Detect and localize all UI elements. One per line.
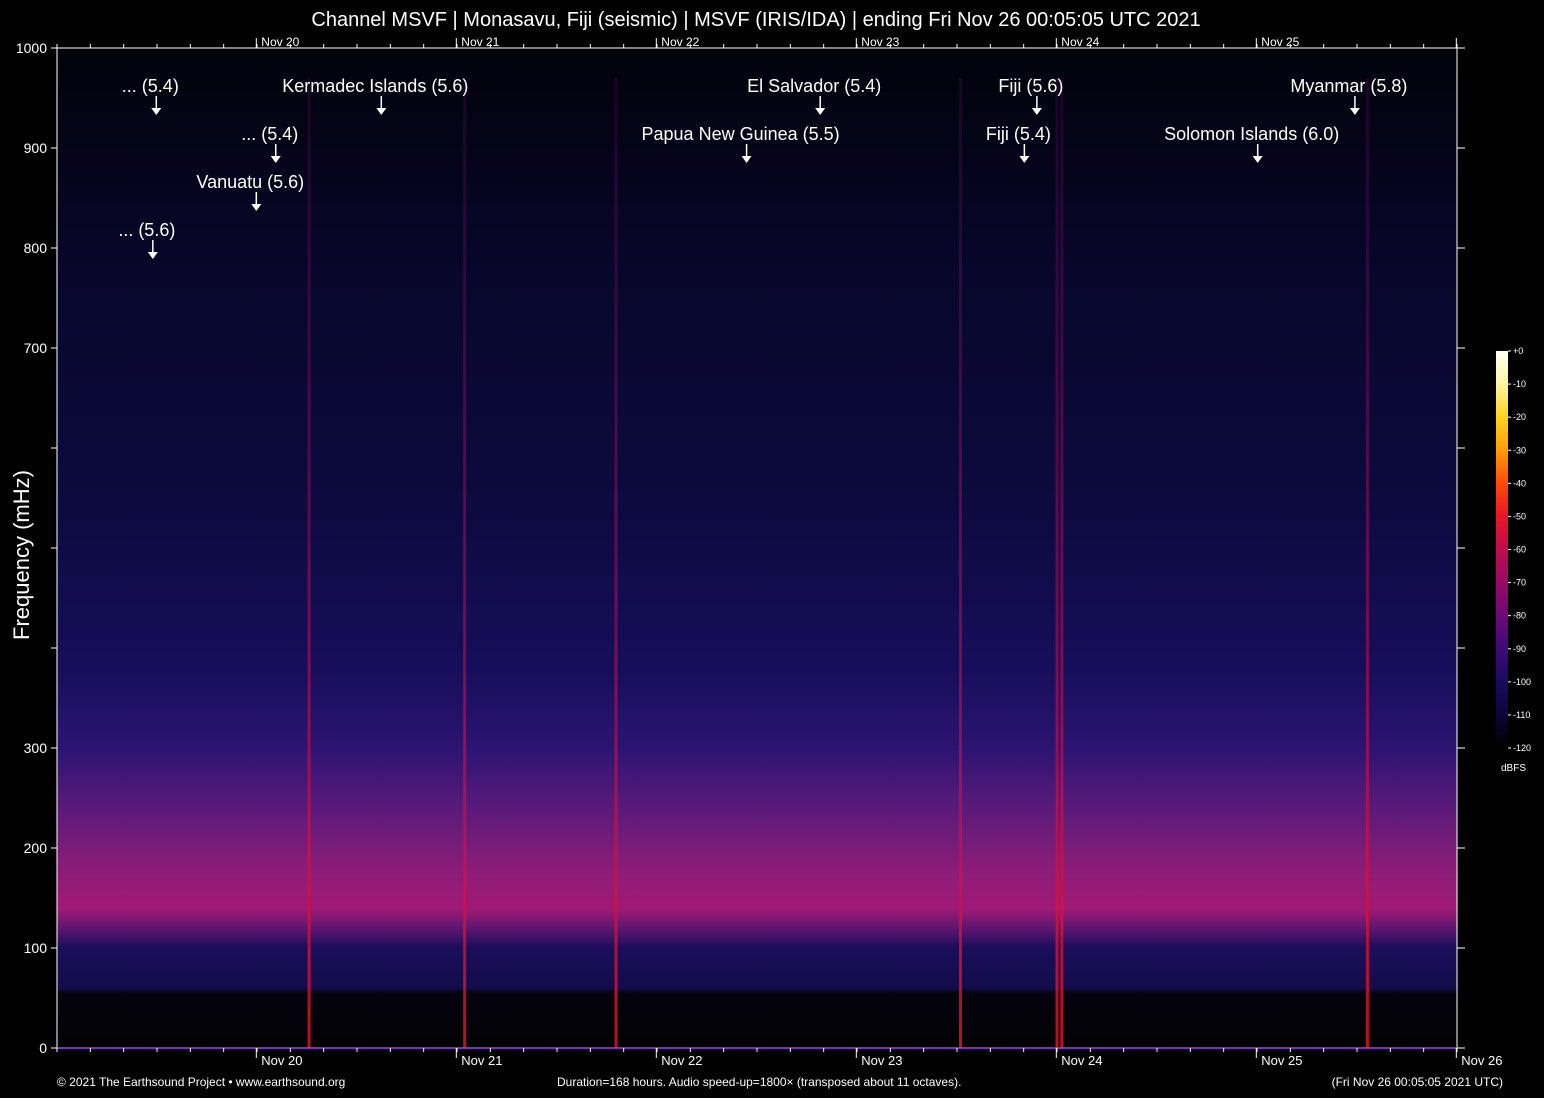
colorbar-tick-label: -60: [1513, 545, 1526, 555]
x-tick-label-bottom: Nov 24: [1061, 1053, 1102, 1068]
y-tick-label: 700: [24, 340, 48, 356]
event-annotation: Kermadec Islands (5.6): [282, 76, 468, 115]
event-annotation: Fiji (5.4): [986, 124, 1051, 163]
chart-title: Channel MSVF | Monasavu, Fiji (seismic) …: [311, 9, 1201, 31]
colorbar-unit: dBFS: [1501, 763, 1526, 774]
footer-duration: Duration=168 hours. Audio speed-up=1800×…: [557, 1075, 962, 1089]
colorbar-tick-label: -50: [1513, 511, 1526, 521]
event-annotations: ... (5.4) ... (5.6) Vanuatu (5.6) ... (5.4)…: [118, 76, 1407, 259]
event-arrow-head: [1252, 156, 1263, 163]
x-tick-label-bottom: Nov 22: [661, 1053, 702, 1068]
x-tick-label-bottom: Nov 20: [261, 1053, 302, 1068]
y-tick-label: 100: [24, 940, 48, 956]
y-tick-label: 200: [24, 840, 48, 856]
event-label: Fiji (5.6): [998, 76, 1063, 96]
event-arrow-head: [147, 252, 158, 259]
event-annotation: Papua New Guinea (5.5): [642, 124, 840, 163]
x-tick-label-top: Nov 22: [661, 35, 699, 49]
y-tick-label: 0: [39, 1040, 47, 1056]
colorbar-tick-label: -110: [1513, 710, 1530, 720]
colorbar-tick-label: -90: [1513, 644, 1526, 654]
event-annotation: ... (5.6): [118, 220, 175, 259]
event-arrow-head: [815, 108, 826, 115]
event-label: Vanuatu (5.6): [196, 172, 304, 192]
event-arrow-head: [251, 204, 262, 211]
event-label: Myanmar (5.8): [1290, 76, 1407, 96]
event-streak: [614, 78, 618, 1048]
event-arrow-head: [741, 156, 752, 163]
x-tick-label-top: Nov 25: [1261, 35, 1299, 49]
y-tick-label: 900: [24, 140, 48, 156]
event-label: Papua New Guinea (5.5): [642, 124, 840, 144]
colorbar-tick-label: -10: [1513, 379, 1526, 389]
event-label: ... (5.6): [118, 220, 175, 240]
event-streak: [307, 78, 311, 1048]
event-annotation: ... (5.4): [241, 124, 298, 163]
event-label: Fiji (5.4): [986, 124, 1051, 144]
event-streak: [1365, 78, 1369, 1048]
event-arrow-head: [270, 156, 281, 163]
event-label: El Salvador (5.4): [747, 76, 881, 96]
event-annotation: Vanuatu (5.6): [196, 172, 304, 211]
colorbar-tick-label: -20: [1513, 412, 1526, 422]
event-lines-layer: [307, 78, 1369, 1048]
x-tick-label-top: Nov 24: [1061, 35, 1099, 49]
x-tick-label-top: Nov 21: [461, 35, 499, 49]
event-annotation: ... (5.4): [122, 76, 179, 115]
x-tick-label-bottom: Nov 25: [1261, 1053, 1302, 1068]
spectrogram-plot-area: [57, 48, 1457, 1048]
colorbar-tick-label: -30: [1513, 445, 1526, 455]
footer-end-time: (Fri Nov 26 00:05:05 2021 UTC): [1331, 1075, 1503, 1089]
x-ticks: Nov 20 Nov 21 Nov 22 Nov 23 Nov 24 Nov 25 Nov …: [56, 35, 1503, 1068]
event-arrow-head: [151, 108, 162, 115]
colorbar-tick-label: -100: [1513, 677, 1531, 687]
x-tick-label-bottom: Nov 23: [861, 1053, 902, 1068]
event-annotation: Solomon Islands (6.0): [1164, 124, 1339, 163]
event-annotation: Fiji (5.6): [998, 76, 1063, 115]
footer-copyright: © 2021 The Earthsound Project • www.eart…: [57, 1075, 346, 1089]
x-tick-label-bottom: Nov 26: [1461, 1053, 1502, 1068]
event-label: ... (5.4): [241, 124, 298, 144]
event-label: Kermadec Islands (5.6): [282, 76, 468, 96]
event-label: ... (5.4): [122, 76, 179, 96]
y-tick-label: 1000: [16, 40, 47, 56]
x-tick-label-bottom: Nov 21: [461, 1053, 502, 1068]
event-label: Solomon Islands (6.0): [1164, 124, 1339, 144]
colorbar-tick-label: +0: [1513, 346, 1523, 356]
event-arrow-head: [1019, 156, 1030, 163]
event-arrow-head: [376, 108, 387, 115]
event-arrow-head: [1031, 108, 1042, 115]
colorbar-tick-label: -120: [1513, 743, 1531, 753]
event-streak: [1060, 78, 1064, 1048]
colorbar-tick-label: -70: [1513, 578, 1526, 588]
event-arrow-head: [1349, 108, 1360, 115]
x-tick-label-top: Nov 23: [861, 35, 899, 49]
colorbar: +0 -10 -20 -30 -40 -50 -60 -70 -80 -90 -100 -110 -12…: [1496, 346, 1531, 774]
event-streak: [463, 78, 467, 1048]
event-streak: [958, 78, 962, 1048]
event-annotation: El Salvador (5.4): [747, 76, 881, 115]
colorbar-gradient: [1496, 351, 1508, 748]
colorbar-tick-label: -80: [1513, 611, 1526, 621]
colorbar-tick-label: -40: [1513, 478, 1526, 488]
y-tick-label: 300: [24, 740, 48, 756]
y-tick-label: 800: [24, 240, 48, 256]
y-ticks: 0 100 200 300 700 800 900 1000: [16, 40, 1465, 1056]
event-streak: [1055, 78, 1059, 1048]
event-annotation: Myanmar (5.8): [1290, 76, 1407, 115]
x-tick-label-top: Nov 20: [261, 35, 299, 49]
